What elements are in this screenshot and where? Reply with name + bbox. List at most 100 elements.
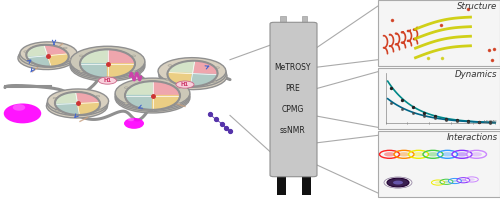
Polygon shape bbox=[169, 73, 192, 86]
Text: H1: H1 bbox=[181, 82, 189, 87]
Bar bbox=[280, 16, 285, 52]
Ellipse shape bbox=[80, 55, 84, 57]
Ellipse shape bbox=[168, 61, 218, 87]
Ellipse shape bbox=[132, 71, 136, 72]
Bar bbox=[378, 0, 500, 66]
Polygon shape bbox=[44, 45, 67, 56]
Text: Structure: Structure bbox=[457, 2, 498, 11]
Polygon shape bbox=[28, 56, 51, 66]
Ellipse shape bbox=[20, 42, 77, 65]
Polygon shape bbox=[190, 74, 216, 86]
Text: $\nu_{CPMG}$: $\nu_{CPMG}$ bbox=[483, 118, 498, 126]
Polygon shape bbox=[56, 103, 80, 114]
Polygon shape bbox=[126, 96, 152, 109]
Bar bbox=[302, 16, 307, 52]
Ellipse shape bbox=[28, 63, 32, 64]
Polygon shape bbox=[152, 96, 178, 109]
Ellipse shape bbox=[55, 110, 59, 112]
Ellipse shape bbox=[166, 79, 170, 80]
Circle shape bbox=[384, 152, 395, 156]
Ellipse shape bbox=[124, 103, 128, 104]
Ellipse shape bbox=[116, 80, 190, 110]
Circle shape bbox=[98, 77, 116, 84]
Bar bbox=[276, 169, 285, 195]
Ellipse shape bbox=[132, 55, 136, 57]
Ellipse shape bbox=[19, 44, 76, 67]
Ellipse shape bbox=[115, 83, 190, 113]
Polygon shape bbox=[76, 93, 99, 103]
Ellipse shape bbox=[158, 58, 226, 85]
Ellipse shape bbox=[96, 95, 100, 97]
Polygon shape bbox=[82, 64, 108, 77]
Ellipse shape bbox=[55, 92, 100, 115]
Circle shape bbox=[393, 180, 403, 184]
Ellipse shape bbox=[176, 103, 180, 104]
Ellipse shape bbox=[176, 87, 180, 88]
Ellipse shape bbox=[98, 108, 102, 110]
Ellipse shape bbox=[47, 91, 108, 116]
Ellipse shape bbox=[67, 59, 71, 61]
Ellipse shape bbox=[159, 62, 227, 90]
Bar bbox=[378, 131, 500, 197]
Circle shape bbox=[460, 179, 466, 181]
Ellipse shape bbox=[158, 60, 226, 87]
Ellipse shape bbox=[216, 67, 220, 68]
Text: CPMG: CPMG bbox=[282, 105, 304, 114]
Ellipse shape bbox=[26, 45, 68, 67]
Circle shape bbox=[442, 152, 453, 156]
Ellipse shape bbox=[4, 103, 41, 123]
Ellipse shape bbox=[24, 51, 28, 52]
Ellipse shape bbox=[70, 46, 145, 76]
Circle shape bbox=[428, 152, 438, 156]
Ellipse shape bbox=[115, 78, 190, 108]
Ellipse shape bbox=[46, 94, 108, 118]
Polygon shape bbox=[108, 50, 134, 64]
Ellipse shape bbox=[63, 47, 67, 49]
Ellipse shape bbox=[168, 65, 172, 66]
Polygon shape bbox=[56, 93, 78, 104]
Circle shape bbox=[413, 152, 424, 156]
Text: H1: H1 bbox=[104, 78, 112, 83]
Polygon shape bbox=[28, 46, 48, 58]
Ellipse shape bbox=[53, 97, 57, 99]
Circle shape bbox=[452, 180, 458, 182]
Polygon shape bbox=[82, 50, 108, 64]
Polygon shape bbox=[108, 64, 134, 77]
Ellipse shape bbox=[13, 104, 25, 111]
Circle shape bbox=[471, 152, 482, 156]
Ellipse shape bbox=[48, 89, 108, 113]
Text: Interactions: Interactions bbox=[446, 133, 498, 142]
Text: PRE: PRE bbox=[285, 84, 300, 93]
Ellipse shape bbox=[116, 81, 190, 111]
Ellipse shape bbox=[125, 81, 180, 110]
Polygon shape bbox=[48, 54, 68, 66]
Ellipse shape bbox=[80, 49, 135, 78]
Polygon shape bbox=[78, 102, 99, 114]
Ellipse shape bbox=[70, 51, 145, 81]
Circle shape bbox=[176, 81, 194, 88]
Ellipse shape bbox=[70, 48, 144, 78]
Ellipse shape bbox=[213, 81, 217, 83]
Ellipse shape bbox=[124, 87, 128, 88]
Circle shape bbox=[469, 178, 474, 181]
Polygon shape bbox=[126, 82, 152, 96]
Ellipse shape bbox=[128, 118, 134, 121]
Bar bbox=[302, 169, 310, 195]
Text: MeTROSY: MeTROSY bbox=[274, 63, 311, 72]
Bar bbox=[378, 68, 500, 129]
Text: Dynamics: Dynamics bbox=[455, 70, 498, 79]
Circle shape bbox=[456, 152, 468, 156]
Ellipse shape bbox=[18, 47, 75, 70]
Circle shape bbox=[387, 178, 409, 187]
Circle shape bbox=[435, 181, 441, 184]
Ellipse shape bbox=[80, 71, 84, 72]
Ellipse shape bbox=[70, 49, 144, 80]
Text: ssNMR: ssNMR bbox=[280, 126, 305, 135]
Circle shape bbox=[444, 181, 450, 183]
Polygon shape bbox=[152, 82, 178, 96]
Ellipse shape bbox=[124, 118, 144, 129]
Circle shape bbox=[398, 152, 409, 156]
FancyBboxPatch shape bbox=[270, 22, 317, 177]
Polygon shape bbox=[169, 61, 194, 74]
Polygon shape bbox=[192, 61, 216, 75]
